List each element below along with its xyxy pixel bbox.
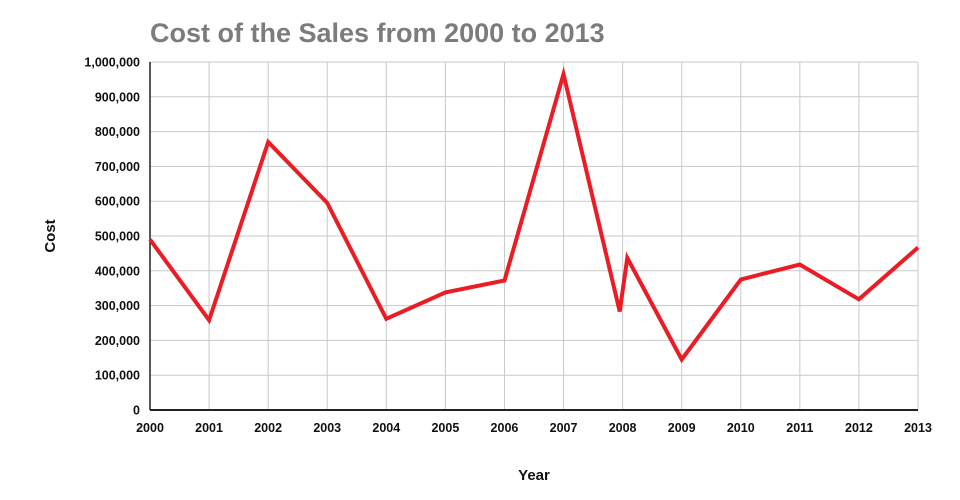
y-axis-tick-labels: 0 100,000 200,000 300,000 400,000 500,000 600,… xyxy=(84,56,140,418)
y-tick-label: 100,000 xyxy=(95,369,140,383)
axes xyxy=(149,62,918,411)
y-tick-label: 900,000 xyxy=(95,90,140,104)
x-tick-label: 2003 xyxy=(313,421,341,435)
y-tick-label: 400,000 xyxy=(95,264,140,278)
x-tick-label: 2006 xyxy=(491,421,519,435)
y-tick-label: 1,000,000 xyxy=(84,56,140,70)
y-tick-label: 500,000 xyxy=(95,230,140,244)
x-tick-label: 2000 xyxy=(136,421,164,435)
chart-title: Cost of the Sales from 2000 to 2013 xyxy=(150,18,605,48)
x-tick-label: 2001 xyxy=(195,421,223,435)
x-tick-label: 2010 xyxy=(727,421,755,435)
y-axis-title: Cost xyxy=(42,219,59,252)
cost-series-line xyxy=(148,66,920,364)
x-tick-label: 2011 xyxy=(786,421,813,435)
x-tick-label: 2002 xyxy=(254,421,282,435)
y-tick-label: 200,000 xyxy=(95,334,140,348)
x-tick-label: 2012 xyxy=(845,421,873,435)
y-tick-label: 600,000 xyxy=(95,195,140,209)
x-axis-tick-labels: 2000 2001 2002 2003 2004 2005 2006 2007 2008 2009… xyxy=(136,421,932,435)
series-layer xyxy=(148,66,920,364)
x-tick-label: 2008 xyxy=(609,421,637,435)
x-tick-label: 2004 xyxy=(372,421,400,435)
x-tick-label: 2013 xyxy=(904,421,932,435)
y-tick-label: 300,000 xyxy=(95,299,140,313)
y-tick-label: 0 xyxy=(133,404,140,418)
x-axis-title: Year xyxy=(518,467,550,484)
x-tick-label: 2007 xyxy=(550,421,578,435)
gridlines xyxy=(149,61,919,411)
y-tick-label: 800,000 xyxy=(95,125,140,139)
x-tick-label: 2009 xyxy=(668,421,696,435)
y-tick-label: 700,000 xyxy=(95,160,140,174)
x-tick-label: 2005 xyxy=(431,421,459,435)
